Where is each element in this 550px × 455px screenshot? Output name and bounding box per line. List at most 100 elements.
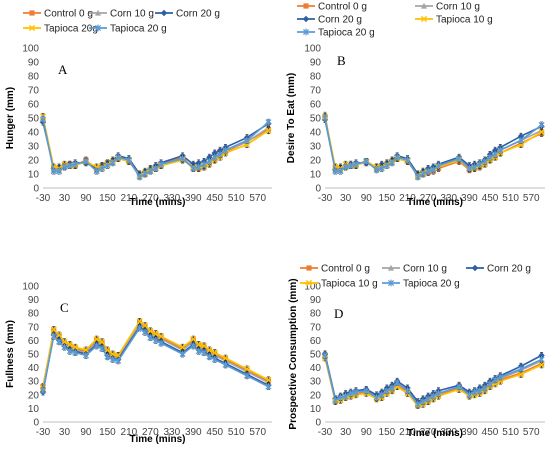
data-point bbox=[491, 147, 499, 154]
legend-swatch-marker bbox=[303, 3, 309, 9]
y-tick-label: 60 bbox=[310, 336, 322, 347]
x-tick-label: 390 bbox=[185, 427, 202, 438]
legend-item: Corn 10 g bbox=[382, 264, 447, 275]
y-tick-label: 90 bbox=[28, 58, 40, 69]
y-tick-label: 10 bbox=[28, 170, 40, 181]
series-3 bbox=[321, 354, 545, 410]
legend-item: Control 0 g bbox=[300, 264, 370, 275]
legend-label: Tapioca 20g bbox=[44, 24, 98, 35]
data-point bbox=[265, 127, 272, 134]
data-point bbox=[430, 392, 437, 400]
y-tick-label: 50 bbox=[28, 114, 40, 125]
x-tick-label: 510 bbox=[502, 193, 519, 204]
y-tick-label: 60 bbox=[310, 100, 322, 111]
y-tick-label: 0 bbox=[33, 418, 39, 429]
legend-swatch-marker bbox=[387, 279, 395, 287]
data-point bbox=[243, 137, 250, 144]
legend-swatch-marker bbox=[421, 2, 427, 9]
data-point bbox=[152, 330, 159, 337]
legend-item: Corn 20 g bbox=[155, 9, 220, 20]
x-tick-label: 450 bbox=[206, 193, 223, 204]
y-tick-label: 40 bbox=[28, 128, 40, 139]
data-point bbox=[497, 146, 504, 154]
x-tick-label: 450 bbox=[206, 427, 223, 438]
y-tick-label: 90 bbox=[310, 295, 322, 306]
x-tick-label: 390 bbox=[461, 193, 478, 204]
data-point bbox=[321, 351, 329, 359]
data-point bbox=[206, 346, 213, 354]
x-tick-label: 570 bbox=[523, 427, 540, 438]
data-point bbox=[538, 361, 545, 368]
legend-label: Tapioca 20 g bbox=[403, 279, 460, 290]
series-4 bbox=[321, 351, 545, 408]
x-tick-label: 330 bbox=[440, 427, 457, 438]
y-tick-label: 0 bbox=[315, 184, 321, 195]
y-tick-label: 20 bbox=[310, 390, 322, 401]
data-point bbox=[115, 357, 122, 365]
chart-panel-b: 0 10 20 30 40 50 60 70 80 90 100 -30 30 90 150 210 270 33… bbox=[286, 2, 545, 208]
y-axis-title: Fullness (mm) bbox=[5, 320, 16, 388]
data-point bbox=[492, 151, 499, 158]
y-tick-label: 30 bbox=[28, 377, 40, 388]
data-point bbox=[243, 372, 250, 380]
panel-letter: D bbox=[334, 306, 343, 321]
data-point bbox=[211, 149, 218, 157]
y-tick-label: 50 bbox=[310, 114, 322, 125]
legend-label: Tapioca 10 g bbox=[436, 15, 493, 26]
data-point bbox=[373, 394, 380, 401]
x-tick-label: 150 bbox=[99, 193, 116, 204]
data-point bbox=[200, 160, 208, 168]
legend-item: Corn 10 g bbox=[89, 9, 154, 20]
data-point bbox=[39, 387, 47, 395]
y-tick-label: 70 bbox=[28, 322, 40, 333]
data-point bbox=[466, 391, 473, 399]
data-point bbox=[56, 331, 63, 339]
data-point bbox=[419, 398, 426, 405]
data-point bbox=[389, 384, 396, 392]
data-point bbox=[222, 146, 229, 154]
x-tick-label: 270 bbox=[142, 427, 159, 438]
data-point bbox=[195, 159, 202, 166]
x-tick-label: 150 bbox=[379, 193, 396, 204]
data-point bbox=[352, 160, 359, 168]
x-tick-label: 510 bbox=[228, 427, 245, 438]
x-tick-label: 30 bbox=[59, 193, 71, 204]
legend-swatch-marker bbox=[471, 264, 479, 272]
data-point bbox=[136, 173, 143, 181]
data-point bbox=[466, 165, 473, 172]
y-axis-title: Desire To Eat (mm) bbox=[286, 73, 297, 163]
legend-item: Corn 20 g bbox=[466, 264, 531, 275]
x-tick-label: 90 bbox=[361, 193, 373, 204]
x-axis-title: Time (mins) bbox=[130, 434, 186, 445]
x-tick-label: 90 bbox=[361, 427, 373, 438]
x-tick-label: 510 bbox=[228, 193, 245, 204]
data-point bbox=[66, 162, 73, 169]
data-point bbox=[56, 167, 63, 175]
data-point bbox=[109, 159, 116, 167]
x-tick-label: 210 bbox=[121, 427, 138, 438]
data-point bbox=[99, 345, 106, 352]
chart-panel-a: 0 10 20 30 40 50 60 70 80 90 100 -30 30 90 150 210 270 33… bbox=[5, 9, 272, 208]
legend-item: Tapioca 20 g bbox=[89, 24, 167, 35]
data-point bbox=[152, 337, 159, 344]
data-point bbox=[195, 341, 202, 348]
data-point bbox=[265, 383, 272, 391]
y-tick-label: 80 bbox=[28, 72, 40, 83]
x-tick-label: -30 bbox=[36, 193, 51, 204]
data-point bbox=[50, 332, 57, 340]
data-point bbox=[179, 155, 186, 162]
legend-swatch-marker bbox=[94, 24, 102, 32]
data-point bbox=[190, 165, 197, 172]
data-point bbox=[383, 162, 390, 169]
x-tick-label: -30 bbox=[36, 427, 51, 438]
legend-item: Tapioca 10 g bbox=[300, 279, 378, 290]
data-point bbox=[378, 391, 385, 399]
data-point bbox=[414, 173, 421, 181]
panel-letter: A bbox=[58, 62, 68, 77]
series-4 bbox=[321, 114, 545, 181]
data-point bbox=[141, 328, 149, 336]
data-point bbox=[394, 153, 401, 161]
data-point bbox=[50, 167, 57, 175]
x-axis-title: Time (mins) bbox=[407, 428, 463, 439]
data-point bbox=[206, 154, 213, 161]
